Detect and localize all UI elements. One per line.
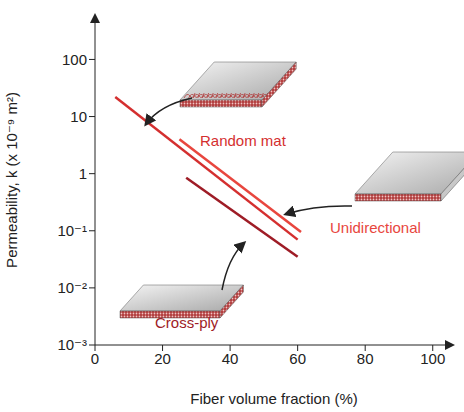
svg-text:20: 20: [154, 350, 171, 367]
svg-text:100: 100: [420, 350, 445, 367]
svg-text:Fiber volume fraction (%): Fiber volume fraction (%): [190, 390, 358, 407]
svg-text:10⁻³: 10⁻³: [57, 336, 87, 353]
svg-text:10: 10: [70, 108, 87, 125]
svg-text:40: 40: [222, 350, 239, 367]
svg-text:Cross-ply: Cross-ply: [155, 314, 219, 331]
svg-text:10⁻²: 10⁻²: [57, 279, 87, 296]
svg-text:60: 60: [289, 350, 306, 367]
svg-text:10⁻¹: 10⁻¹: [57, 222, 87, 239]
svg-text:100: 100: [62, 51, 87, 68]
svg-text:80: 80: [357, 350, 374, 367]
svg-text:Random mat: Random mat: [200, 132, 287, 149]
svg-text:1: 1: [79, 165, 87, 182]
svg-text:Permeability, k (x 10⁻⁹ m²): Permeability, k (x 10⁻⁹ m²): [3, 92, 20, 268]
svg-text:0: 0: [91, 350, 99, 367]
svg-text:Unidirectional: Unidirectional: [330, 219, 421, 236]
